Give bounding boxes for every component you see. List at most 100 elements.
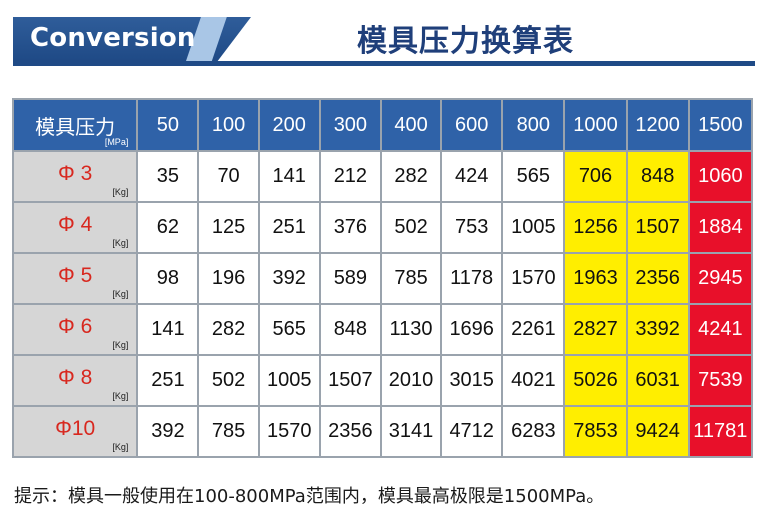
column-header: 1200 xyxy=(625,98,690,152)
row-header: Φ 4 [Kg] xyxy=(11,201,139,254)
table-row: Φ10 [Kg] 392 785 1570 2356 3141 4712 628… xyxy=(11,405,754,458)
table-cell-caution: 706 xyxy=(563,150,628,203)
table-cell: 196 xyxy=(197,252,260,305)
table-cell: 1570 xyxy=(501,252,566,305)
conversion-table: 模具压力 [MPa] 50 100 200 300 400 600 800 10… xyxy=(11,98,754,458)
header-row: 模具压力 [MPa] 50 100 200 300 400 600 800 10… xyxy=(11,98,754,152)
table-cell-caution: 1507 xyxy=(625,201,690,254)
table-cell-limit: 1060 xyxy=(687,150,754,203)
table-cell: 2261 xyxy=(501,303,566,356)
table-cell-limit: 7539 xyxy=(687,354,754,407)
row-unit: [Kg] xyxy=(112,289,129,299)
table-row: Φ 3 [Kg] 35 70 141 212 282 424 565 706 8… xyxy=(11,150,754,203)
table-cell: 251 xyxy=(257,201,321,254)
column-header: 300 xyxy=(318,98,382,152)
page-header: Conversion 模具压力换算表 xyxy=(0,0,769,70)
table-cell: 848 xyxy=(318,303,382,356)
table-cell-limit: 2945 xyxy=(687,252,754,305)
table-cell: 1507 xyxy=(318,354,382,407)
table-row: Φ 8 [Kg] 251 502 1005 1507 2010 3015 402… xyxy=(11,354,754,407)
column-header: 800 xyxy=(501,98,566,152)
corner-label: 模具压力 xyxy=(35,117,116,139)
table-cell: 589 xyxy=(318,252,382,305)
table-cell-limit: 11781 xyxy=(687,405,754,458)
table-cell: 282 xyxy=(379,150,443,203)
table-cell-caution: 2827 xyxy=(563,303,628,356)
header-divider xyxy=(13,61,755,66)
table-cell: 70 xyxy=(197,150,260,203)
page-title: 模具压力换算表 xyxy=(357,24,574,59)
table-cell: 212 xyxy=(318,150,382,203)
column-header: 200 xyxy=(257,98,321,152)
column-header: 400 xyxy=(379,98,443,152)
table-cell: 3141 xyxy=(379,405,443,458)
row-header: Φ10 [Kg] xyxy=(11,405,139,458)
table-cell: 424 xyxy=(440,150,504,203)
table-cell: 35 xyxy=(136,150,200,203)
column-header: 100 xyxy=(197,98,260,152)
table-cell: 3015 xyxy=(440,354,504,407)
table-cell-caution: 9424 xyxy=(625,405,690,458)
row-unit: [Kg] xyxy=(112,187,129,197)
table-cell-caution: 1963 xyxy=(563,252,628,305)
row-label: Φ 6 xyxy=(58,315,93,338)
row-unit: [Kg] xyxy=(112,442,129,452)
banner-title: Conversion xyxy=(30,23,196,53)
table-cell: 392 xyxy=(136,405,200,458)
table-cell-caution: 1256 xyxy=(563,201,628,254)
table-cell-caution: 3392 xyxy=(625,303,690,356)
row-header: Φ 6 [Kg] xyxy=(11,303,139,356)
table-cell: 98 xyxy=(136,252,200,305)
table-cell-caution: 2356 xyxy=(625,252,690,305)
row-label: Φ 8 xyxy=(58,366,93,389)
corner-header: 模具压力 [MPa] xyxy=(11,98,139,152)
table-cell: 4021 xyxy=(501,354,566,407)
table-cell: 4712 xyxy=(440,405,504,458)
table-cell-limit: 4241 xyxy=(687,303,754,356)
row-label: Φ 3 xyxy=(58,162,93,185)
column-header: 1000 xyxy=(563,98,628,152)
table-cell: 1570 xyxy=(257,405,321,458)
corner-unit: [MPa] xyxy=(104,137,129,147)
row-unit: [Kg] xyxy=(112,391,129,401)
column-header: 1500 xyxy=(687,98,754,152)
table-cell: 125 xyxy=(197,201,260,254)
column-header: 50 xyxy=(136,98,200,152)
table-cell-caution: 848 xyxy=(625,150,690,203)
table-cell: 282 xyxy=(197,303,260,356)
table-cell: 1130 xyxy=(379,303,443,356)
row-header: Φ 3 [Kg] xyxy=(11,150,139,203)
table-cell: 62 xyxy=(136,201,200,254)
row-unit: [Kg] xyxy=(112,238,129,248)
table-cell-caution: 6031 xyxy=(625,354,690,407)
table-cell: 502 xyxy=(197,354,260,407)
table-cell: 785 xyxy=(197,405,260,458)
table-row: Φ 6 [Kg] 141 282 565 848 1130 1696 2261 … xyxy=(11,303,754,356)
table-row: Φ 5 [Kg] 98 196 392 589 785 1178 1570 19… xyxy=(11,252,754,305)
table-cell: 6283 xyxy=(501,405,566,458)
table-cell: 1696 xyxy=(440,303,504,356)
table-cell: 2356 xyxy=(318,405,382,458)
footnote: 提示：模具一般使用在100-800MPa范围内，模具最高极限是1500MPa。 xyxy=(14,486,605,507)
table-cell: 1005 xyxy=(257,354,321,407)
table-cell: 785 xyxy=(379,252,443,305)
row-label: Φ10 xyxy=(55,417,96,440)
table-cell: 2010 xyxy=(379,354,443,407)
table-cell: 141 xyxy=(136,303,200,356)
table-cell: 251 xyxy=(136,354,200,407)
table-cell: 565 xyxy=(257,303,321,356)
column-header: 600 xyxy=(440,98,504,152)
row-unit: [Kg] xyxy=(112,340,129,350)
row-header: Φ 5 [Kg] xyxy=(11,252,139,305)
table-cell-limit: 1884 xyxy=(687,201,754,254)
table-cell: 565 xyxy=(501,150,566,203)
table-cell: 392 xyxy=(257,252,321,305)
row-label: Φ 5 xyxy=(58,264,93,287)
table-cell: 141 xyxy=(257,150,321,203)
table-cell-caution: 5026 xyxy=(563,354,628,407)
row-header: Φ 8 [Kg] xyxy=(11,354,139,407)
table-row: Φ 4 [Kg] 62 125 251 376 502 753 1005 125… xyxy=(11,201,754,254)
table-cell: 1178 xyxy=(440,252,504,305)
table-cell: 502 xyxy=(379,201,443,254)
table-cell-caution: 7853 xyxy=(563,405,628,458)
